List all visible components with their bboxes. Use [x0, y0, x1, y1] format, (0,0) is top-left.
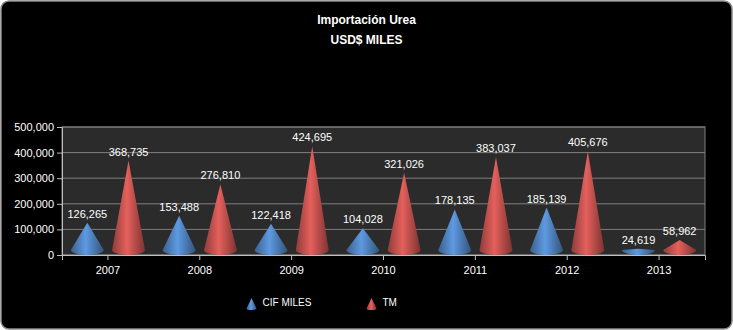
- tick-label: 200,000: [14, 198, 54, 210]
- tick-label: 2007: [96, 264, 120, 276]
- tick: 2007: [96, 255, 120, 276]
- grid-line: [62, 229, 705, 230]
- data-label: 368,735: [109, 146, 149, 158]
- tick-label: 2010: [371, 264, 395, 276]
- grid-line: [62, 127, 705, 128]
- tick: 0: [48, 249, 62, 261]
- grid-line: [62, 178, 705, 179]
- legend: CIF MILES TM: [247, 297, 397, 310]
- chart: Importación Urea USD$ MILES 0 100,000 200,00…: [0, 0, 733, 330]
- cone: [571, 151, 604, 255]
- data-label: 185,139: [527, 193, 567, 205]
- data-label: 104,028: [343, 213, 383, 225]
- cone: [296, 146, 329, 255]
- marks: [71, 146, 696, 255]
- tick-mark: [57, 178, 62, 179]
- legend-label: CIF MILES: [263, 297, 312, 308]
- tick-label: 2011: [464, 264, 488, 276]
- legend-label: TM: [383, 297, 397, 308]
- tick-mark: [57, 229, 62, 230]
- cone: [622, 249, 655, 255]
- tick-mark: [57, 204, 62, 205]
- y-axis: 0 100,000 200,000 300,000 400,000 500,000: [14, 121, 62, 261]
- tick: 2009: [279, 255, 303, 276]
- tick-label: 2012: [555, 264, 579, 276]
- tick-label: 300,000: [14, 172, 54, 184]
- subtitle: USD$ MILES: [330, 33, 402, 47]
- tick-mark: [107, 255, 108, 260]
- data-label: 178,135: [435, 194, 475, 206]
- cone: [112, 161, 145, 255]
- cone: [255, 224, 288, 255]
- tick-mark: [57, 153, 62, 154]
- data-label: 276,810: [201, 169, 241, 181]
- cone: [480, 157, 513, 255]
- tick: 2013: [647, 255, 671, 276]
- data-label: 405,676: [568, 136, 608, 148]
- tick-mark: [199, 255, 200, 260]
- tick-mark: [475, 255, 476, 260]
- plot-area: [62, 127, 705, 255]
- data-label: 24,619: [622, 234, 656, 246]
- tick: 100,000: [14, 223, 62, 235]
- tick-label: 2009: [279, 264, 303, 276]
- background: [1, 1, 732, 329]
- tick-label: 400,000: [14, 147, 54, 159]
- cone: [204, 184, 237, 255]
- tick-label: 0: [48, 249, 54, 261]
- tick: 200,000: [14, 198, 62, 210]
- cone: [346, 228, 379, 255]
- title: Importación Urea: [317, 13, 416, 27]
- tick-label: 2008: [188, 264, 212, 276]
- tick: 500,000: [14, 121, 62, 133]
- data-label: 58,962: [663, 225, 697, 237]
- grid-line: [62, 152, 705, 153]
- data-label: 126,265: [67, 208, 107, 220]
- data-label: 383,037: [476, 142, 516, 154]
- tick: 400,000: [14, 147, 62, 159]
- tick-mark: [659, 255, 660, 260]
- data-labels: 126,265 153,488 122,418 104,028 178,135 185,1…: [67, 131, 696, 245]
- tick: 2011: [464, 255, 488, 276]
- cone: [163, 216, 196, 255]
- cone: [530, 208, 563, 255]
- tick-mark: [567, 255, 568, 260]
- tick-label: 2013: [647, 264, 671, 276]
- tick: 2008: [188, 255, 212, 276]
- tick: 2010: [371, 255, 395, 276]
- data-label: 321,026: [384, 158, 424, 170]
- cone: [388, 173, 421, 255]
- data-label: 424,695: [292, 131, 332, 143]
- axis-line: [63, 256, 706, 261]
- cone: [438, 209, 471, 255]
- data-label: 153,488: [159, 201, 199, 213]
- legend-symbol: [247, 298, 257, 310]
- cone: [71, 223, 104, 255]
- grid: [62, 127, 705, 255]
- tick-mark: [383, 255, 384, 260]
- cone: [663, 240, 696, 255]
- axis-line: [57, 128, 63, 256]
- tick-mark: [57, 255, 62, 256]
- tick-label: 100,000: [14, 223, 54, 235]
- tick-label: 500,000: [14, 121, 54, 133]
- data-label: 122,418: [251, 209, 291, 221]
- tick: 2012: [555, 255, 579, 276]
- legend-symbol: [367, 298, 377, 310]
- tick-mark: [57, 127, 62, 128]
- x-axis: 2007 2008 2009 2010 2011 2012 2013: [63, 255, 706, 276]
- tick: 300,000: [14, 172, 62, 184]
- tick-mark: [291, 255, 292, 260]
